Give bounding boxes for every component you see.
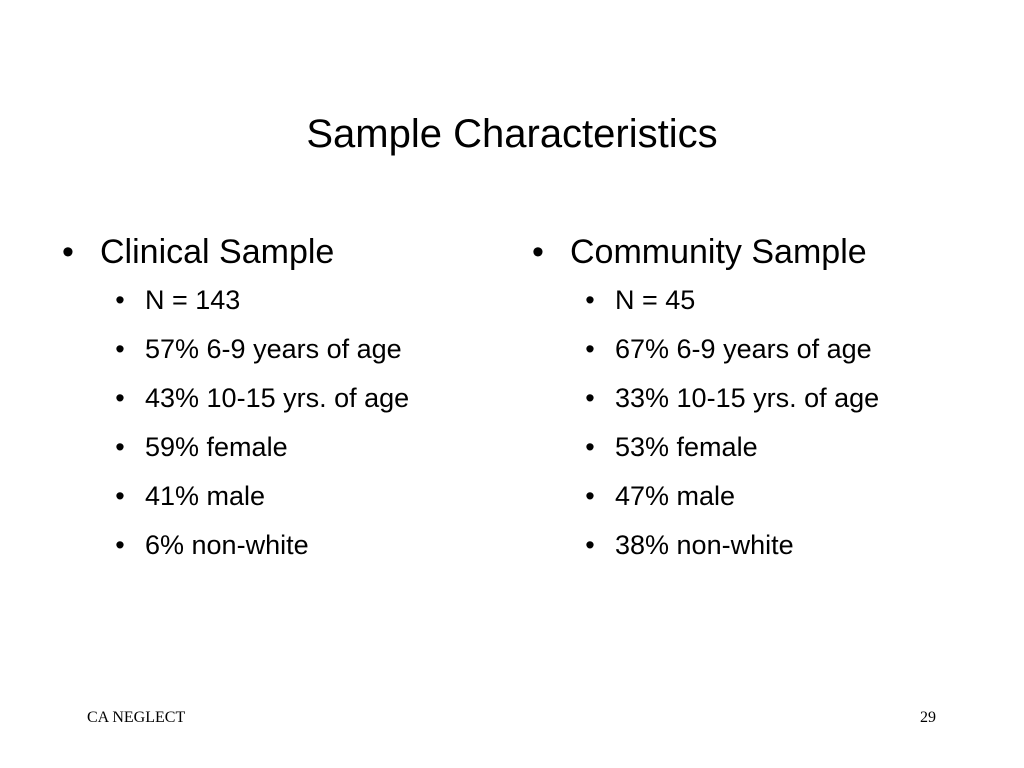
list-item: • 41% male [58, 480, 498, 529]
bullet-icon: • [532, 233, 544, 271]
list-item-text: 41% male [145, 481, 266, 511]
list-item-text: 33% 10-15 yrs. of age [615, 383, 880, 413]
list-item-text: N = 45 [615, 285, 696, 315]
bullet-icon: • [115, 285, 125, 315]
bullet-icon: • [115, 432, 125, 462]
clinical-sample-heading: • Clinical Sample [58, 230, 498, 274]
list-item-text: 47% male [615, 481, 736, 511]
bullet-icon: • [585, 432, 595, 462]
community-sample-heading-label: Community Sample [570, 233, 867, 271]
bullet-icon: • [115, 334, 125, 364]
list-item-text: 59% female [145, 432, 288, 462]
list-item: • N = 143 [58, 284, 498, 333]
bullet-icon: • [585, 481, 595, 511]
list-item-text: 38% non-white [615, 530, 794, 560]
slide-title: Sample Characteristics [306, 112, 718, 156]
list-item: • 59% female [58, 431, 498, 480]
list-item: • 47% male [528, 480, 968, 529]
clinical-sample-heading-label: Clinical Sample [100, 233, 335, 271]
bullet-icon: • [585, 334, 595, 364]
bullet-icon: • [585, 530, 595, 560]
list-item-text: 57% 6-9 years of age [145, 334, 402, 364]
list-item: • N = 45 [528, 284, 968, 333]
footer-label: CA NEGLECT [87, 709, 186, 726]
community-sample-column: • Community Sample • N = 45 • 67% 6-9 year… [528, 230, 968, 578]
bullet-icon: • [115, 383, 125, 413]
list-item: • 33% 10-15 yrs. of age [528, 382, 968, 431]
list-item: • 38% non-white [528, 529, 968, 578]
list-item: • 53% female [528, 431, 968, 480]
bullet-icon: • [585, 285, 595, 315]
bullet-icon: • [115, 481, 125, 511]
list-item-text: 53% female [615, 432, 758, 462]
list-item-text: N = 143 [145, 285, 241, 315]
community-sample-heading: • Community Sample [528, 230, 968, 274]
list-item-text: 6% non-white [145, 530, 309, 560]
list-item-text: 67% 6-9 years of age [615, 334, 872, 364]
page-number: 29 [920, 709, 936, 726]
list-item: • 67% 6-9 years of age [528, 333, 968, 382]
clinical-sample-column: • Clinical Sample • N = 143 • 57% 6-9 year… [58, 230, 498, 578]
list-item: • 43% 10-15 yrs. of age [58, 382, 498, 431]
list-item: • 6% non-white [58, 529, 498, 578]
list-item: • 57% 6-9 years of age [58, 333, 498, 382]
bullet-icon: • [585, 383, 595, 413]
bullet-icon: • [115, 530, 125, 560]
clinical-sample-list: • N = 143 • 57% 6-9 years of age • 43% 10-1… [58, 284, 498, 578]
bullet-icon: • [62, 233, 74, 271]
list-item-text: 43% 10-15 yrs. of age [145, 383, 410, 413]
community-sample-list: • N = 45 • 67% 6-9 years of age • 33% 10-15… [528, 284, 968, 578]
